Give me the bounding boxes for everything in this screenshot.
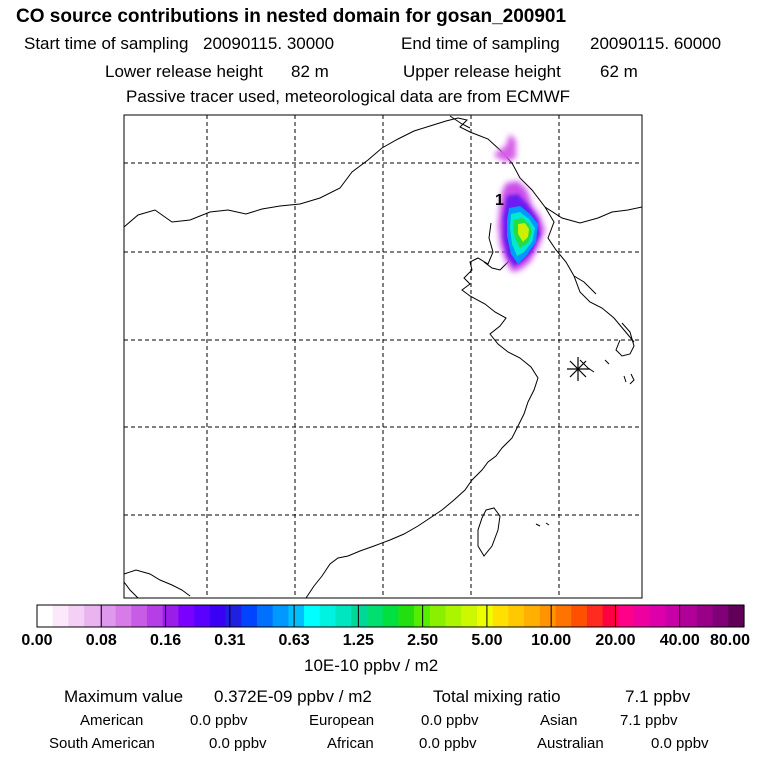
total-mixing-label: Total mixing ratio (433, 687, 561, 706)
colorbar-cell (665, 605, 682, 627)
colorbar-cell (649, 605, 667, 627)
colorbar-cell (351, 605, 368, 627)
colorbar-cell (99, 605, 117, 627)
upper-height-value: 62 m (600, 62, 638, 81)
colorbar-cell (304, 605, 321, 627)
region-name: European (309, 712, 375, 729)
colorbar-tick-label: 1.25 (343, 632, 374, 649)
end-time-value: 20090115. 60000 (590, 34, 722, 53)
region-name: Australian (537, 735, 604, 752)
colorbar-cell (555, 605, 572, 627)
colorbar-cell (288, 605, 305, 627)
region-name: African (327, 735, 374, 752)
concentration-plume (494, 134, 545, 272)
colorbar-cell (256, 605, 274, 627)
colorbar-cell (178, 605, 195, 627)
colorbar-cell (461, 605, 478, 627)
end-time-label: End time of sampling (401, 34, 560, 53)
colorbar-cell (146, 605, 164, 627)
map-grid (124, 115, 642, 598)
colorbar-cells (37, 605, 745, 627)
colorbar-cell (634, 605, 651, 627)
colorbar-cell (728, 605, 745, 627)
colorbar-tick-label: 40.00 (660, 632, 700, 649)
plume-core (518, 223, 529, 242)
colorbar-cell (618, 605, 635, 627)
colorbar-cell (492, 605, 509, 627)
colorbar-cell (131, 605, 148, 627)
colorbar-cell (366, 605, 384, 627)
tracer-note: Passive tracer used, meteorological data… (126, 87, 571, 106)
colorbar-frame (36, 604, 745, 628)
colorbar-tick-label: 2.50 (407, 632, 438, 649)
map-label-1: 1 (495, 192, 504, 209)
region-value: 0.0 ppbv (421, 712, 479, 729)
region-value: 0.0 ppbv (651, 735, 709, 752)
colorbar-cell (272, 605, 289, 627)
lower-height-label: Lower release height (105, 62, 263, 81)
colorbar-cell (84, 605, 101, 627)
colorbar-cell (52, 605, 70, 627)
colorbar-unit: 10E-10 ppbv / m2 (304, 656, 439, 675)
colorbar-cell (508, 605, 525, 627)
colorbar-cell (476, 605, 494, 627)
chart-title: CO source contributions in nested domain… (16, 6, 567, 27)
colorbar-tick-label: 80.00 (710, 632, 750, 649)
region-name: Asian (540, 712, 578, 729)
colorbar-cell (319, 605, 337, 627)
region-value: 0.0 ppbv (190, 712, 248, 729)
region-value: 7.1 ppbv (620, 712, 678, 729)
colorbar-tick-label: 0.31 (214, 632, 245, 649)
max-value-value: 0.372E-09 ppbv / m2 (214, 687, 372, 706)
colorbar-cell (382, 605, 399, 627)
colorbar-cell (696, 605, 714, 627)
colorbar-cell (524, 605, 541, 627)
region-value: 0.0 ppbv (209, 735, 267, 752)
colorbar-cell (445, 605, 462, 627)
colorbar-dividers (100, 605, 681, 627)
colorbar-cell (194, 605, 211, 627)
colorbar-tick-label: 20.00 (595, 632, 635, 649)
colorbar-cell (225, 605, 242, 627)
colorbar-cell (398, 605, 415, 627)
colorbar-cell (115, 605, 132, 627)
colorbar-cell (712, 605, 729, 627)
colorbar-cell (37, 605, 54, 627)
upper-height-label: Upper release height (403, 62, 561, 81)
map-frame (123, 114, 643, 599)
lower-height-value: 82 m (291, 62, 329, 81)
colorbar-cell (335, 605, 352, 627)
colorbar-cell (571, 605, 588, 627)
plume-north-patch (494, 134, 516, 162)
region-value: 0.0 ppbv (419, 735, 477, 752)
colorbar-cell (681, 605, 698, 627)
colorbar-tick-label: 5.00 (471, 632, 502, 649)
region-name: American (80, 712, 144, 729)
colorbar-cell (209, 605, 227, 627)
colorbar-cell (68, 605, 85, 627)
colorbar-cell (241, 605, 258, 627)
receptor-star-icon (567, 357, 590, 381)
colorbar-tick-labels: 0.00 0.08 0.16 0.31 0.63 1.25 2.50 5.00 10.00 20.… (21, 632, 750, 649)
colorbar-tick-label: 0.63 (279, 632, 310, 649)
colorbar-cell (602, 605, 619, 627)
colorbar-tick-label: 0.16 (150, 632, 181, 649)
colorbar-cell (429, 605, 447, 627)
colorbar-tick-label: 0.08 (86, 632, 117, 649)
colorbar-tick-label: 10.00 (531, 632, 571, 649)
region-name: South American (49, 735, 155, 752)
start-time-value: 20090115. 30000 (203, 34, 335, 53)
colorbar-cell (586, 605, 604, 627)
colorbar-cell (539, 605, 557, 627)
colorbar-cell (162, 605, 179, 627)
start-time-label: Start time of sampling (24, 34, 189, 53)
max-value-label: Maximum value (64, 687, 184, 706)
colorbar-tick-label: 0.00 (21, 632, 52, 649)
total-mixing-value: 7.1 ppbv (625, 687, 691, 706)
